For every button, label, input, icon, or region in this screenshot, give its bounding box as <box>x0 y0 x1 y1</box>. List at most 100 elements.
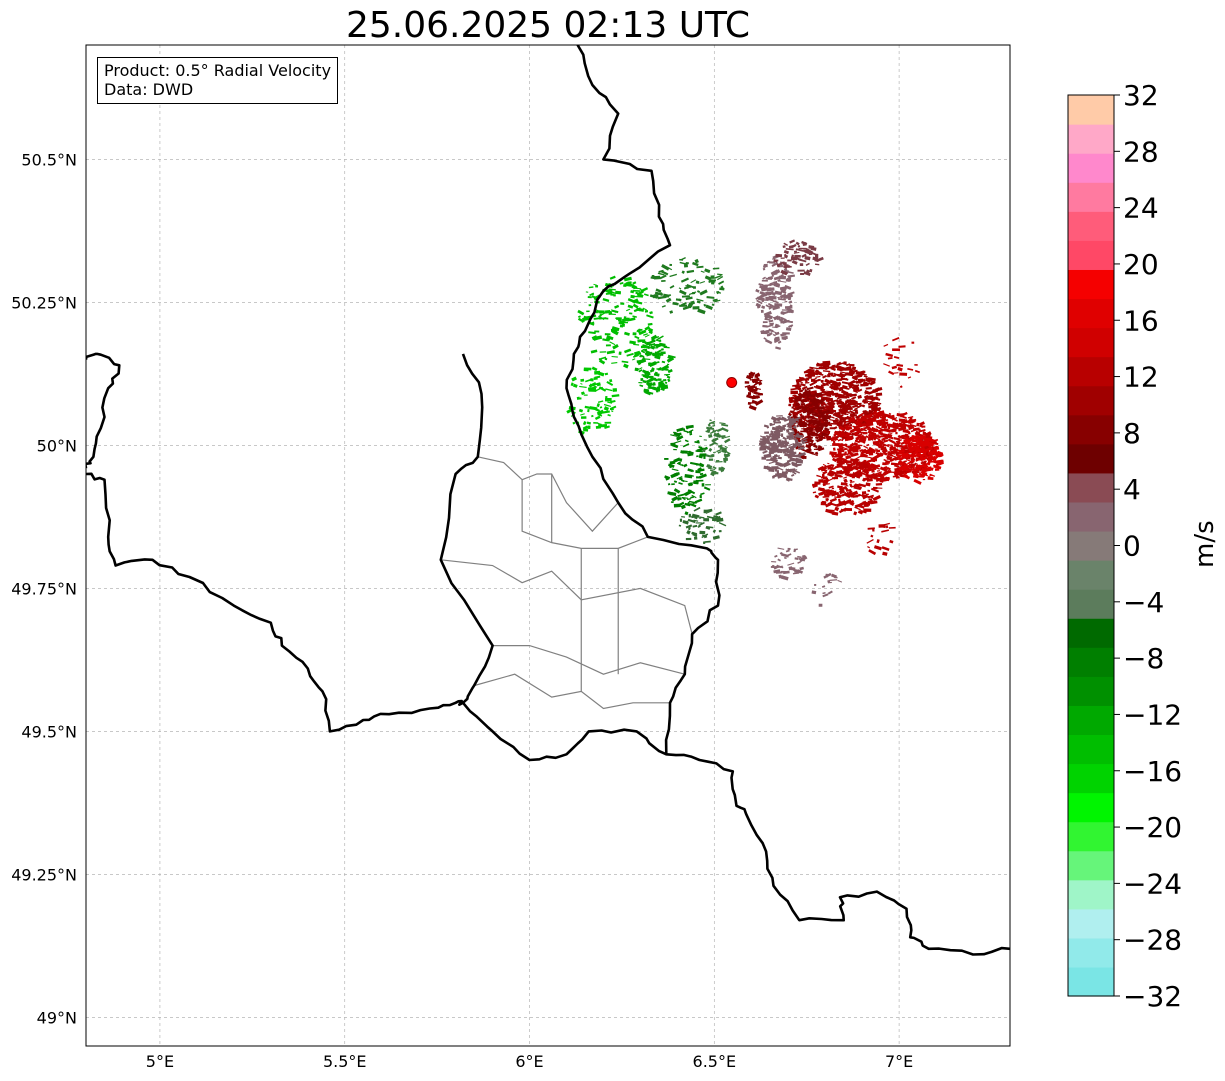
echo-pixel <box>866 538 874 544</box>
echo-pixel <box>594 330 600 333</box>
echo-pixel <box>899 385 903 389</box>
echo-pixel <box>849 423 853 427</box>
echo-pixel <box>661 263 670 271</box>
echo-pixel <box>760 309 764 313</box>
echo-pixel <box>883 451 888 456</box>
lat-tick-label: 50.25°N <box>11 293 77 312</box>
echo-pixel <box>667 356 674 360</box>
echo-pixel <box>903 474 911 480</box>
echo-pixel <box>588 304 592 307</box>
echo-pixel <box>761 298 764 303</box>
echo-pixel <box>629 340 636 345</box>
echo-pixel <box>794 402 801 407</box>
echo-cluster <box>634 334 676 396</box>
echo-pixel <box>724 445 728 449</box>
echo-pixel <box>882 462 887 466</box>
echo-pixel <box>832 440 836 444</box>
echo-pixel <box>862 373 867 376</box>
echo-pixel <box>867 435 875 441</box>
echo-pixel <box>870 417 879 424</box>
echo-pixel <box>845 489 852 492</box>
echo-pixel <box>882 551 888 556</box>
echo-pixel <box>648 376 657 380</box>
echo-pixel <box>831 364 837 369</box>
echo-pixel <box>886 463 889 465</box>
echo-pixel <box>775 571 783 574</box>
echo-pixel <box>664 373 670 376</box>
echo-pixel <box>830 464 835 467</box>
echo-pixel <box>713 451 716 454</box>
echo-pixel <box>678 298 682 302</box>
echo-pixel <box>710 471 716 477</box>
echo-pixel <box>810 246 817 251</box>
echo-pixel <box>614 304 620 309</box>
echo-pixel <box>804 379 808 383</box>
echo-pixel <box>770 416 777 421</box>
echo-pixel <box>896 440 902 446</box>
echo-pixel <box>815 438 823 441</box>
echo-pixel <box>832 392 839 396</box>
echo-pixel <box>908 426 915 431</box>
echo-pixel <box>861 404 866 408</box>
echo-pixel <box>604 333 611 336</box>
echo-pixel <box>793 251 800 254</box>
echo-pixel <box>825 397 834 402</box>
lon-tick-label: 6°E <box>515 1052 543 1071</box>
echo-cluster <box>649 257 725 315</box>
echo-pixel <box>570 382 574 387</box>
echo-pixel <box>696 300 701 304</box>
echo-pixel <box>928 474 932 478</box>
echo-pixel <box>777 456 782 460</box>
echo-pixel <box>647 322 653 326</box>
echo-pixel <box>685 286 689 289</box>
echo-pixel <box>915 464 921 468</box>
echo-pixel <box>866 493 869 496</box>
echo-pixel <box>822 370 831 373</box>
echo-pixel <box>821 474 825 478</box>
echo-pixel <box>697 308 706 315</box>
echo-pixel <box>804 250 811 255</box>
echo-pixel <box>790 445 797 450</box>
echo-pixel <box>843 361 847 365</box>
echo-pixel <box>867 527 875 530</box>
echo-pixel <box>907 376 912 379</box>
echo-pixel <box>912 466 922 472</box>
echo-pixel <box>696 447 705 453</box>
echo-pixel <box>808 368 815 373</box>
echo-pixel <box>872 465 880 470</box>
echo-pixel <box>822 593 829 598</box>
echo-pixel <box>762 267 766 271</box>
echo-pixel <box>797 244 801 248</box>
echo-pixel <box>600 356 607 360</box>
echo-pixel <box>633 343 640 346</box>
echo-pixel <box>723 459 727 463</box>
echo-pixel <box>701 483 705 487</box>
echo-pixel <box>875 392 883 397</box>
echo-pixel <box>651 343 657 347</box>
echo-pixel <box>768 451 775 455</box>
echo-pixel <box>797 424 800 428</box>
echo-pixel <box>761 456 767 460</box>
echo-pixel <box>767 332 773 337</box>
echo-pixel <box>693 506 701 512</box>
echo-pixel <box>800 400 808 403</box>
echo-pixel <box>874 448 878 450</box>
echo-cluster <box>755 253 796 350</box>
echo-pixel <box>633 286 638 290</box>
echo-pixel <box>791 406 794 409</box>
echo-pixel <box>774 554 778 558</box>
echo-pixel <box>768 290 774 295</box>
echo-pixel <box>856 418 864 424</box>
echo-pixel <box>644 351 653 356</box>
echo-pixel <box>873 434 880 437</box>
echo-pixel <box>847 451 856 453</box>
echo-pixel <box>627 304 634 309</box>
echo-pixel <box>900 415 907 420</box>
echo-pixel <box>686 529 691 535</box>
echo-pixel <box>804 381 810 384</box>
echo-pixel <box>904 420 911 424</box>
echo-pixel <box>898 426 907 432</box>
echo-pixel <box>811 442 817 446</box>
echo-pixel <box>776 415 783 417</box>
